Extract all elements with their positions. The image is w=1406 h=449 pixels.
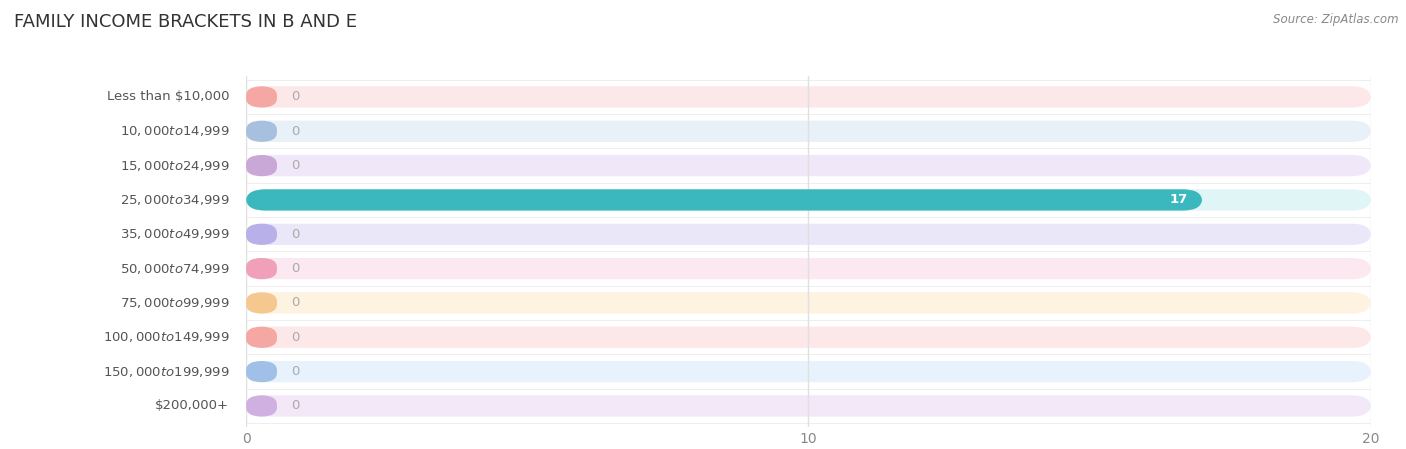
Text: 0: 0 xyxy=(291,262,299,275)
Text: $100,000 to $149,999: $100,000 to $149,999 xyxy=(103,330,229,344)
FancyBboxPatch shape xyxy=(246,258,1371,279)
Text: 0: 0 xyxy=(291,159,299,172)
Text: $35,000 to $49,999: $35,000 to $49,999 xyxy=(120,227,229,241)
FancyBboxPatch shape xyxy=(246,189,1371,211)
FancyBboxPatch shape xyxy=(246,224,277,245)
FancyBboxPatch shape xyxy=(246,155,277,176)
Text: Source: ZipAtlas.com: Source: ZipAtlas.com xyxy=(1274,13,1399,26)
FancyBboxPatch shape xyxy=(246,361,1371,382)
Text: $200,000+: $200,000+ xyxy=(155,400,229,413)
Text: $150,000 to $199,999: $150,000 to $199,999 xyxy=(103,365,229,379)
Text: FAMILY INCOME BRACKETS IN B AND E: FAMILY INCOME BRACKETS IN B AND E xyxy=(14,13,357,31)
FancyBboxPatch shape xyxy=(246,395,277,417)
Text: 17: 17 xyxy=(1170,194,1188,207)
FancyBboxPatch shape xyxy=(246,326,1371,348)
FancyBboxPatch shape xyxy=(246,121,1371,142)
FancyBboxPatch shape xyxy=(246,86,1371,108)
Text: $10,000 to $14,999: $10,000 to $14,999 xyxy=(120,124,229,138)
Text: $50,000 to $74,999: $50,000 to $74,999 xyxy=(120,262,229,276)
FancyBboxPatch shape xyxy=(246,86,277,108)
FancyBboxPatch shape xyxy=(246,292,1371,313)
FancyBboxPatch shape xyxy=(246,292,277,313)
FancyBboxPatch shape xyxy=(246,155,1371,176)
FancyBboxPatch shape xyxy=(246,189,1202,211)
Text: Less than $10,000: Less than $10,000 xyxy=(107,90,229,103)
Text: 0: 0 xyxy=(291,365,299,378)
Text: 0: 0 xyxy=(291,331,299,344)
FancyBboxPatch shape xyxy=(246,395,1371,417)
Text: $15,000 to $24,999: $15,000 to $24,999 xyxy=(120,158,229,172)
Text: 0: 0 xyxy=(291,90,299,103)
Text: $75,000 to $99,999: $75,000 to $99,999 xyxy=(120,296,229,310)
Text: $25,000 to $34,999: $25,000 to $34,999 xyxy=(120,193,229,207)
FancyBboxPatch shape xyxy=(246,326,277,348)
Text: 0: 0 xyxy=(291,125,299,138)
Text: 0: 0 xyxy=(291,228,299,241)
Text: 0: 0 xyxy=(291,400,299,413)
FancyBboxPatch shape xyxy=(246,121,277,142)
FancyBboxPatch shape xyxy=(246,258,277,279)
FancyBboxPatch shape xyxy=(246,361,277,382)
Text: 0: 0 xyxy=(291,296,299,309)
FancyBboxPatch shape xyxy=(246,224,1371,245)
